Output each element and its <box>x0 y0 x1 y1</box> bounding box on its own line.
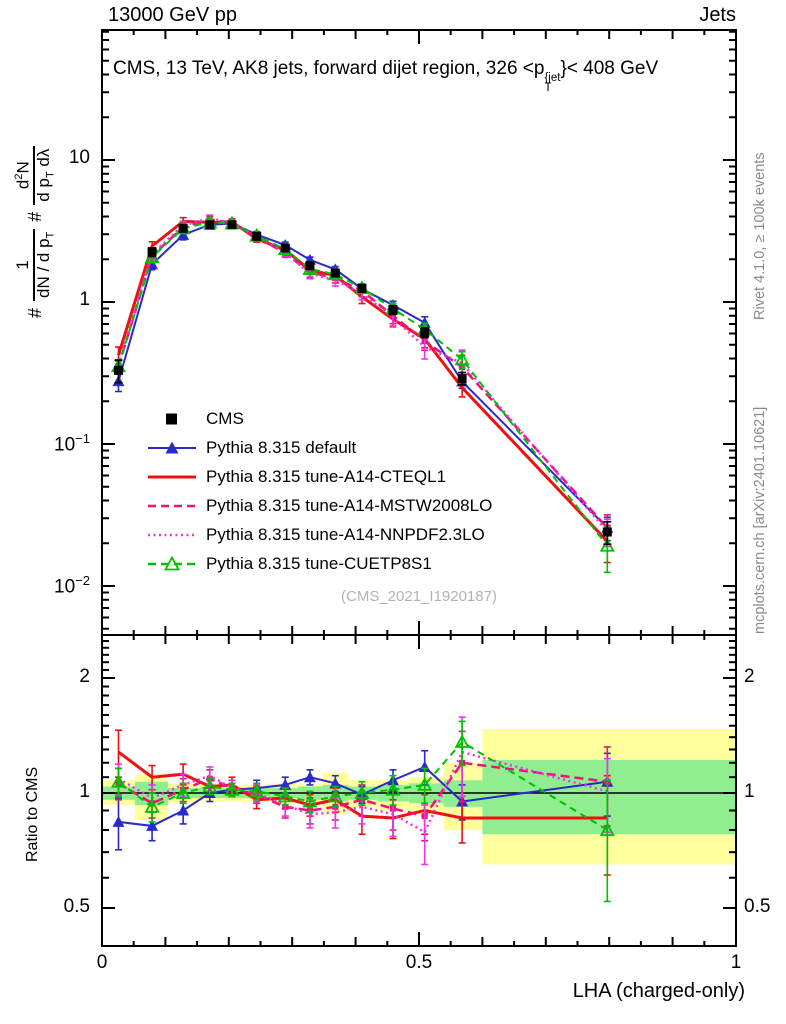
pt-subscript: T <box>544 82 552 94</box>
plot-title-text-end: }< 408 GeV <box>560 58 659 79</box>
ratio-y-tick-label-right: 0.5 <box>744 895 771 917</box>
x-axis-label: LHA (charged-only) <box>572 980 745 1002</box>
legend-marker-mstw2008lo <box>146 497 198 515</box>
ratio-y-tick-label-left: 1 <box>79 781 90 802</box>
x-tick-label: 0.5 <box>405 952 433 973</box>
analysis-group-label: Jets <box>699 4 736 26</box>
legend-item: Pythia 8.315 tune-A14-CTEQL1 <box>146 462 492 491</box>
legend-label: Pythia 8.315 tune-A14-CTEQL1 <box>206 466 447 486</box>
legend-item: Pythia 8.315 tune-A14-NNPDF2.3LO <box>146 520 492 549</box>
legend-item: Pythia 8.315 tune-CUETP8S1 <box>146 549 492 578</box>
ratio-y-tick-label-right: 2 <box>744 666 755 687</box>
plot-title-text: CMS, 13 TeV, AK8 jets, forward dijet reg… <box>113 58 545 79</box>
main-y-tick-label: 1 <box>79 289 90 310</box>
beam-energy-label: 13000 GeV pp <box>108 4 237 26</box>
legend: CMS Pythia 8.315 default Pythia 8.315 tu… <box>146 404 492 578</box>
main-y-tick-label: 10 <box>68 147 90 168</box>
plot-title: CMS, 13 TeV, AK8 jets, forward dijet reg… <box>113 58 753 94</box>
hash-symbol: # <box>25 211 46 222</box>
main-y-tick-label: 10−2 <box>54 573 90 598</box>
legend-label: Pythia 8.315 tune-A14-NNPDF2.3LO <box>206 524 485 544</box>
legend-marker-pythia-default <box>146 439 198 457</box>
legend-item: CMS <box>146 404 492 433</box>
ratio-y-tick-label-left: 0.5 <box>63 895 90 917</box>
x-tick-label: 0 <box>96 952 108 973</box>
legend-label: Pythia 8.315 tune-CUETP8S1 <box>206 553 432 573</box>
pt-jet-superscript: {jet <box>544 72 561 84</box>
pt-jet-stack: {jet T <box>544 72 561 94</box>
legend-item: Pythia 8.315 tune-A14-MSTW2008LO <box>146 491 492 520</box>
legend-marker-nnpdf23lo <box>146 526 198 544</box>
ratio-y-tick-label-right: 1 <box>744 781 755 802</box>
legend-marker-cteql1 <box>146 468 198 486</box>
analysis-id-watermark: (CMS_2021_I1920187) <box>341 588 497 605</box>
legend-marker-cuetp8s1 <box>146 555 198 573</box>
x-tick-label: 1 <box>730 952 742 973</box>
ratio-y-tick-label-left: 2 <box>79 666 90 687</box>
legend-marker-cms <box>146 410 198 428</box>
legend-label: Pythia 8.315 default <box>206 437 357 457</box>
main-y-tick-label: 10−1 <box>54 431 90 456</box>
mcplots-credit-label: mcplots.cern.ch [arXiv:2401.10621] <box>752 406 768 634</box>
legend-label: CMS <box>206 408 244 428</box>
legend-item: Pythia 8.315 default <box>146 433 492 462</box>
rivet-version-label: Rivet 4.1.0, ≥ 100k events <box>752 152 768 320</box>
legend-label: Pythia 8.315 tune-A14-MSTW2008LO <box>206 495 493 515</box>
